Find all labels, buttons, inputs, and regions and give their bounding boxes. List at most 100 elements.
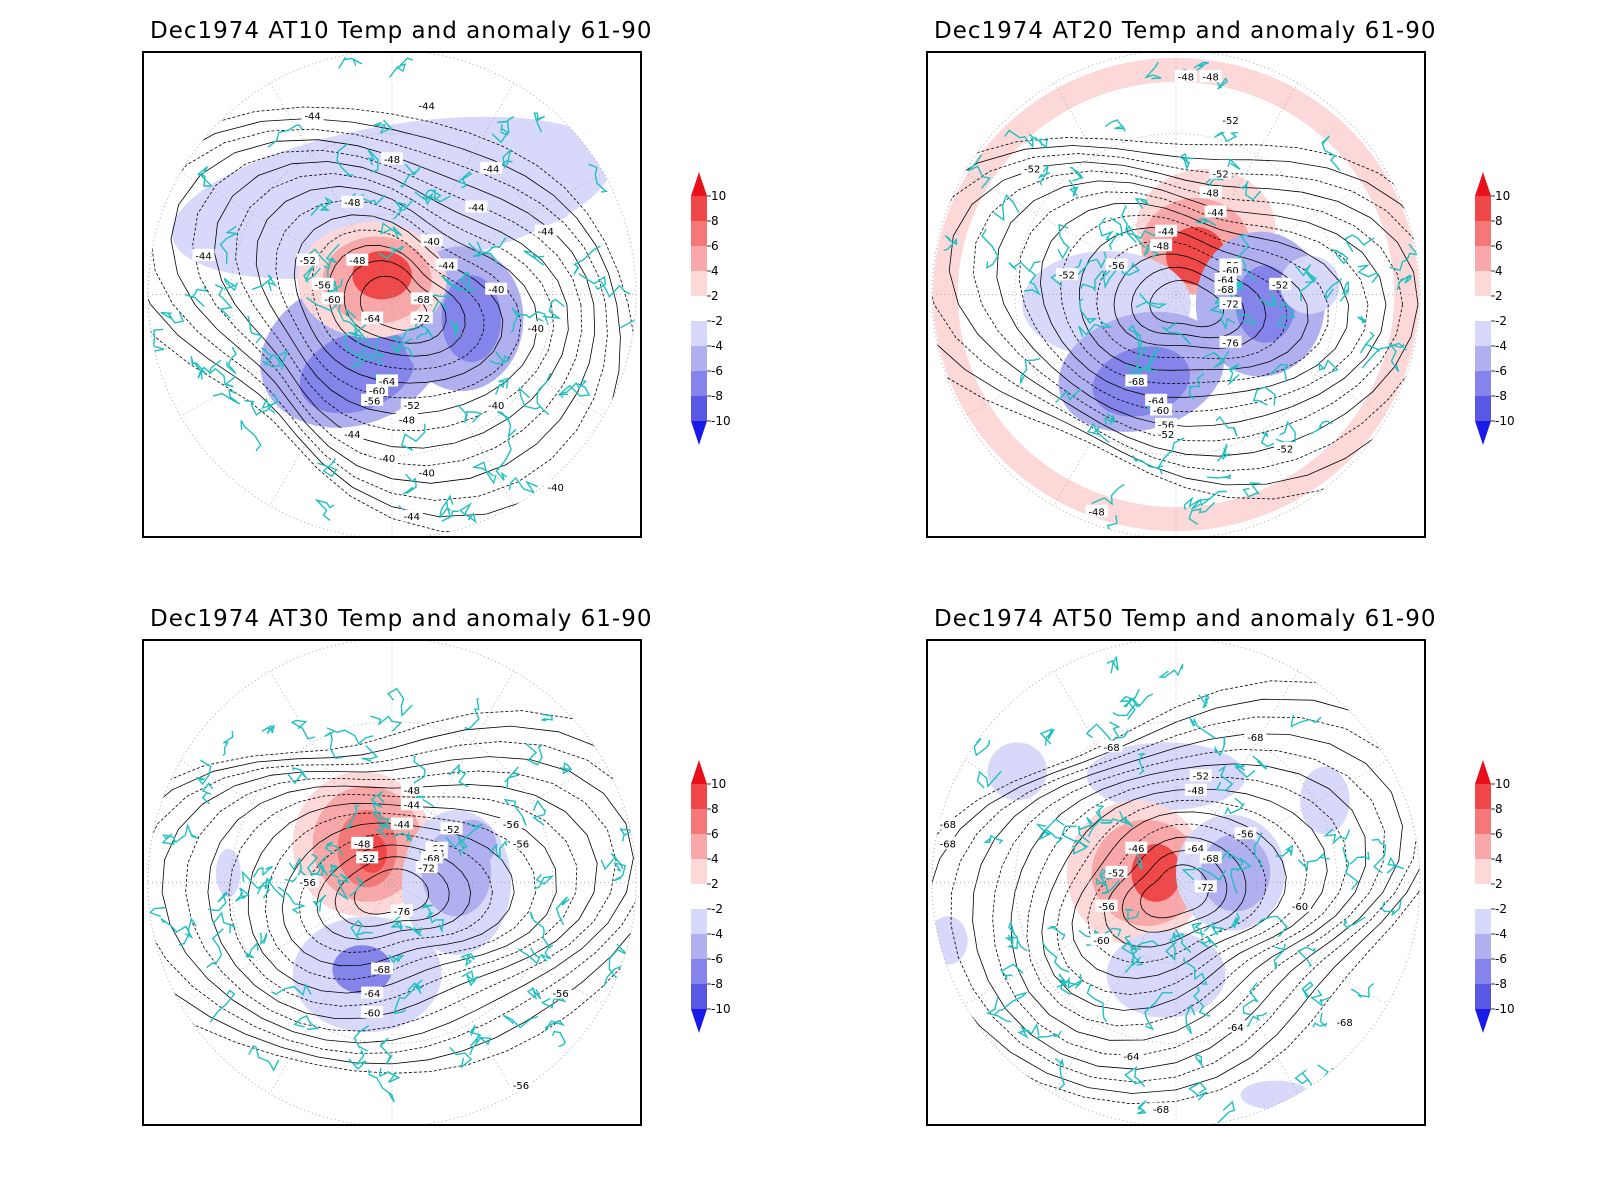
colorbar-segment [1475, 296, 1491, 321]
contour-label: -76 [390, 904, 413, 918]
contour-label-text: -60 [324, 295, 340, 306]
coastline [367, 148, 379, 173]
coastline [1204, 350, 1230, 368]
colorbar-tick-label: 10 [711, 777, 726, 791]
colorbar-tick-label: 10 [1495, 189, 1510, 203]
contour-label-text: -52 [300, 256, 316, 267]
contour-label-bg [361, 986, 384, 999]
contour-label: -40 [544, 480, 567, 494]
coastline [1344, 234, 1375, 253]
contour-label-bg [544, 480, 567, 493]
contour-label: -60 [366, 384, 389, 398]
contour-label: -64 [1214, 273, 1237, 287]
contour-label: -60 [321, 292, 344, 306]
coastlines [152, 56, 636, 524]
contour-label-text: -68 [424, 854, 440, 865]
coastline [343, 331, 368, 358]
contour-label: -68 [410, 292, 433, 306]
contour-label: -48 [395, 413, 418, 427]
contour-label-text: -48 [354, 839, 370, 850]
coastline [1259, 293, 1278, 308]
contour-label: -48 [1085, 504, 1108, 518]
coastline [244, 399, 274, 416]
coastline [345, 805, 360, 829]
coastline [464, 697, 480, 730]
contour-label-bg [485, 398, 508, 411]
contour-label: -56 [296, 875, 319, 889]
contour-label-text: -44 [394, 820, 410, 831]
contour-label-text: -52 [1277, 445, 1293, 456]
coastline [542, 298, 565, 319]
coastline [518, 386, 541, 410]
coastline [351, 356, 383, 369]
contour-label-bg [549, 986, 572, 999]
contour-label-text: -68 [1153, 1105, 1169, 1116]
contour-label-text: -68 [414, 295, 430, 306]
colorbar-segment [691, 221, 707, 246]
contour-label: -52 [400, 398, 423, 412]
contour-label-text: -56 [1098, 902, 1114, 913]
coastline [393, 988, 415, 1015]
map-boundary [147, 53, 637, 536]
contour-label-bg [1145, 393, 1168, 406]
colorbar-top-arrow [1475, 172, 1491, 196]
colorbar-tick-label: 4 [711, 852, 719, 866]
contour-label: -68 [1100, 740, 1123, 754]
coastline [1068, 179, 1079, 197]
coastline [491, 123, 509, 144]
colorbar-segment [691, 859, 707, 884]
meridian-line [964, 760, 1388, 1005]
contour-label-bg [1209, 166, 1232, 179]
contour-label: -52 [1219, 113, 1242, 127]
coastline [251, 274, 278, 292]
temperature-contour [1096, 240, 1288, 360]
colorbar-segment [691, 321, 707, 346]
contour-label: -48 [1199, 70, 1222, 84]
temperature-contour [1056, 799, 1308, 995]
coastline [1102, 515, 1118, 536]
contour-label: -52 [1209, 166, 1232, 180]
contour-label-bg [1269, 277, 1292, 290]
contour-label-text: -48 [1188, 786, 1204, 797]
coastline [559, 762, 573, 775]
coastline [1252, 386, 1276, 406]
contour-label: -40 [376, 451, 399, 465]
coastline [1211, 849, 1244, 872]
contour-label-text: -44 [438, 261, 454, 272]
coastline [1016, 1023, 1040, 1039]
coastline [1215, 764, 1234, 792]
contour-label-bg [400, 783, 423, 796]
coastline [1157, 437, 1185, 468]
coastline [373, 119, 393, 134]
contour-label-bg [361, 1005, 384, 1018]
coastline [1331, 248, 1349, 265]
coastline [515, 311, 549, 326]
temperature-contour [1071, 811, 1287, 979]
coastline [413, 789, 435, 808]
coastline [197, 359, 222, 380]
coastline [1143, 243, 1160, 258]
coastline [1072, 839, 1087, 855]
coastline [252, 865, 273, 878]
coastline [517, 947, 541, 965]
coastline [348, 1048, 367, 1071]
coastline [469, 1035, 492, 1056]
contour-label: -52 [1021, 161, 1044, 175]
contour-label: -76 [1219, 335, 1242, 349]
contour-label-bg [1105, 865, 1128, 878]
coastline [1294, 1069, 1316, 1093]
contour-label: -40 [420, 234, 443, 248]
colorbar-segment [691, 196, 707, 221]
colorbar-tick-label: -2 [1495, 314, 1507, 328]
coastline [1253, 832, 1263, 869]
coastline [411, 754, 426, 789]
coastline [1158, 663, 1184, 679]
contour-label-text: -56 [1237, 830, 1253, 841]
contour-label: -72 [410, 311, 433, 325]
contour-label-bg [1199, 186, 1222, 199]
coastline [1318, 359, 1339, 373]
panel-title: Dec1974 AT50 Temp and anomaly 61-90 [934, 606, 1437, 632]
colorbar-tick-label: -4 [711, 927, 723, 941]
coastline [370, 715, 403, 732]
coastline [508, 476, 538, 494]
